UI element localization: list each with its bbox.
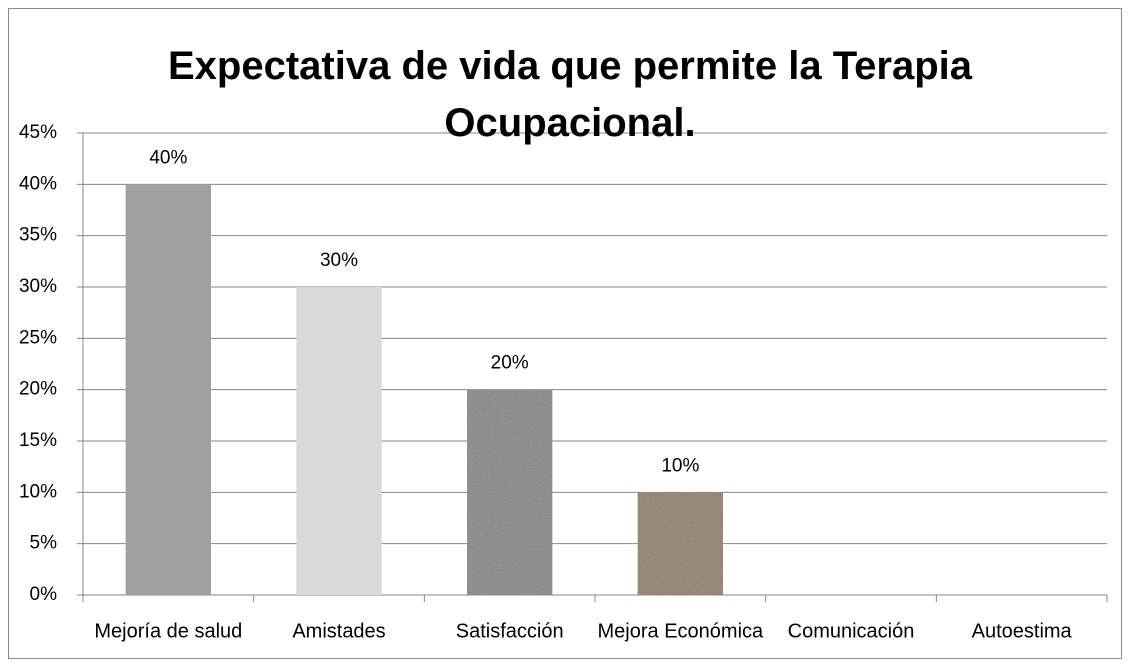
bar: [637, 492, 723, 595]
x-tick-label: Mejoría de salud: [94, 620, 242, 642]
y-tick-label: 10%: [19, 481, 57, 502]
x-tick-label: Comunicación: [788, 620, 915, 642]
y-tick-label: 30%: [19, 276, 57, 297]
data-label: 30%: [320, 250, 358, 271]
data-label: 20%: [491, 353, 529, 374]
data-label: 40%: [149, 147, 187, 168]
bar: [467, 389, 553, 595]
x-tick-label: Satisfacción: [456, 620, 564, 642]
y-tick-label: 35%: [19, 225, 57, 246]
y-tick-label: 15%: [19, 430, 57, 451]
bar: [296, 287, 382, 595]
y-tick-label: 0%: [30, 584, 58, 605]
y-tick-label: 45%: [19, 122, 57, 143]
x-tick-label: Amistades: [292, 620, 385, 642]
chart-title: Expectativa de vida que permite la Terap…: [167, 44, 973, 145]
x-tick-label: Autoestima: [972, 620, 1073, 642]
y-tick-label: 20%: [19, 379, 57, 400]
y-tick-label: 5%: [30, 533, 58, 554]
chart-border: [8, 8, 1122, 659]
bar: [125, 184, 211, 596]
x-tick-label: Mejora Económica: [598, 620, 765, 642]
y-tick-label: 40%: [19, 173, 57, 194]
y-tick-label: 25%: [19, 327, 57, 348]
data-label: 10%: [661, 455, 699, 476]
